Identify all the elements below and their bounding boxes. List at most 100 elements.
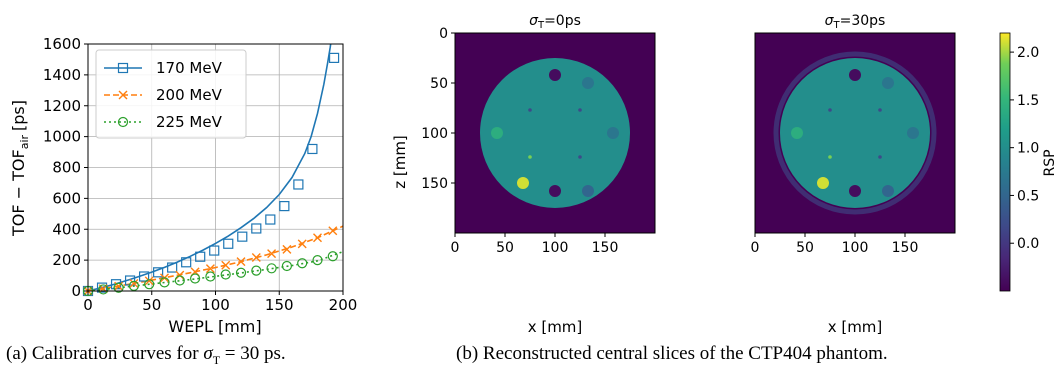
ticks-a: 0 50 100 150 200 0 200 400 600 800 1000 1200 1400 160… bbox=[43, 35, 358, 314]
y-tick-label: 50 bbox=[430, 76, 448, 92]
y-tick-label: 1600 bbox=[43, 35, 81, 53]
marker-square bbox=[167, 262, 178, 273]
y-axis-label-a: TOF − TOFair[ps] bbox=[9, 100, 31, 237]
marker-square bbox=[307, 143, 318, 155]
x-tick-label: 50 bbox=[796, 240, 814, 256]
colorbar-tick-label: 1.0 bbox=[1017, 141, 1039, 157]
marker-square bbox=[237, 231, 248, 242]
colorbar-bar bbox=[999, 32, 1011, 292]
colorbar-tick-label: 0.5 bbox=[1017, 188, 1039, 204]
x-tick-label: 150 bbox=[892, 240, 919, 256]
marker-x bbox=[313, 233, 322, 243]
phantom-insert bbox=[828, 108, 832, 112]
x-tick-label: 0 bbox=[83, 296, 93, 314]
legend-label: 200 MeV bbox=[156, 86, 223, 104]
y-tick-label: 1200 bbox=[43, 97, 81, 115]
caption-b: (b) Reconstructed central slices of the … bbox=[456, 343, 888, 364]
y-tick-label: 600 bbox=[52, 189, 81, 207]
marker-square bbox=[124, 275, 136, 286]
legend-box bbox=[95, 49, 247, 139]
x-tick-label: 100 bbox=[842, 240, 869, 256]
x-tick-label: 0 bbox=[451, 240, 460, 256]
x-axis-label-b1: x [mm] bbox=[528, 318, 583, 336]
marker-square bbox=[153, 267, 164, 278]
marker-circle bbox=[251, 265, 262, 276]
marker-square bbox=[117, 62, 129, 74]
y-tick-label: 100 bbox=[421, 126, 448, 142]
phantom-disk bbox=[480, 58, 630, 208]
phantom-insert bbox=[549, 69, 561, 81]
phantom-insert bbox=[517, 177, 529, 189]
y-tick-label: 1400 bbox=[43, 66, 81, 84]
caption-a: (a) Calibration curves for σT = 30 ps. bbox=[6, 343, 286, 367]
y-tick-label: 400 bbox=[52, 220, 81, 238]
y-tick-label: 800 bbox=[52, 159, 81, 177]
marker-x bbox=[129, 278, 139, 288]
phantom-insert bbox=[528, 108, 532, 112]
image-sigma-0 bbox=[454, 32, 656, 234]
marker-square bbox=[223, 238, 234, 249]
colorbar-tick-label: 0.0 bbox=[1017, 236, 1039, 252]
ticks-b: 0 50 100 150 0 50 100 150 0 50 100 150 bbox=[421, 26, 918, 256]
colorbar-label: RSP bbox=[1042, 149, 1057, 176]
marker-circle bbox=[297, 258, 308, 269]
marker-circle bbox=[190, 273, 201, 284]
x-tick-label: 100 bbox=[542, 240, 569, 256]
marker-x bbox=[221, 260, 231, 270]
phantom-disk bbox=[780, 58, 930, 208]
marker-square bbox=[293, 179, 304, 190]
y-axis-label-b: z [mm] bbox=[391, 135, 409, 189]
marker-circle bbox=[113, 282, 124, 293]
marker-square bbox=[181, 257, 192, 268]
colorbar: 0.0 0.5 1.0 1.5 2.0 bbox=[999, 32, 1039, 292]
marker-square bbox=[251, 223, 262, 234]
marker-x-stroke bbox=[236, 257, 246, 267]
marker-square bbox=[328, 52, 340, 63]
marker-square bbox=[96, 282, 108, 293]
marker-square bbox=[139, 271, 150, 282]
phantom-insert bbox=[491, 127, 503, 139]
y-tick-label: 0 bbox=[439, 26, 448, 42]
y-tick-label: 1000 bbox=[43, 128, 81, 146]
series-line bbox=[88, 44, 332, 291]
marker-circle bbox=[266, 263, 277, 274]
phantom-insert bbox=[578, 155, 582, 159]
marker-x-stroke bbox=[129, 278, 139, 288]
marker-x-stroke bbox=[118, 90, 128, 100]
marker-x bbox=[297, 239, 307, 249]
image-title-2: σT=30ps bbox=[825, 13, 886, 31]
marker-x bbox=[144, 276, 154, 286]
legend-label: 170 MeV bbox=[156, 59, 223, 77]
marker-x-stroke bbox=[175, 270, 185, 280]
marker-square bbox=[265, 214, 276, 225]
series-line bbox=[88, 225, 343, 291]
phantom-insert bbox=[849, 185, 861, 197]
marker-circle bbox=[312, 255, 323, 266]
marker-x bbox=[328, 226, 338, 236]
x-tick-label: 150 bbox=[592, 240, 619, 256]
marker-circle bbox=[220, 269, 231, 280]
marker-circle bbox=[144, 279, 155, 290]
x-axis-label-b2: x [mm] bbox=[828, 318, 883, 336]
marker-x-stroke bbox=[144, 276, 154, 286]
phantom-insert bbox=[607, 127, 619, 139]
phantom-insert bbox=[528, 155, 532, 159]
marker-x-stroke bbox=[221, 260, 231, 270]
x-tick-label: 200 bbox=[329, 296, 358, 314]
x-tick-label: 150 bbox=[265, 296, 294, 314]
x-axis-label-a: WEPL [mm] bbox=[168, 317, 261, 336]
y-tick-label: 0 bbox=[71, 282, 81, 300]
legend-a: 170 MeV 200 MeV 225 MeV bbox=[95, 49, 247, 139]
x-tick-label: 100 bbox=[201, 296, 230, 314]
calibration-chart: 0 50 100 150 200 0 200 400 600 800 1000 1200 1400 160… bbox=[9, 35, 358, 336]
phantom-insert bbox=[828, 155, 832, 159]
phantom-insert bbox=[849, 69, 861, 81]
marker-x bbox=[118, 90, 128, 100]
x-tick-label: 0 bbox=[751, 240, 760, 256]
marker-square bbox=[195, 251, 206, 262]
marker-circle bbox=[159, 277, 170, 288]
marker-x bbox=[205, 264, 215, 274]
marker-x-stroke bbox=[313, 233, 322, 243]
marker-x-stroke bbox=[328, 226, 338, 236]
y-tick-label: 150 bbox=[421, 176, 448, 192]
